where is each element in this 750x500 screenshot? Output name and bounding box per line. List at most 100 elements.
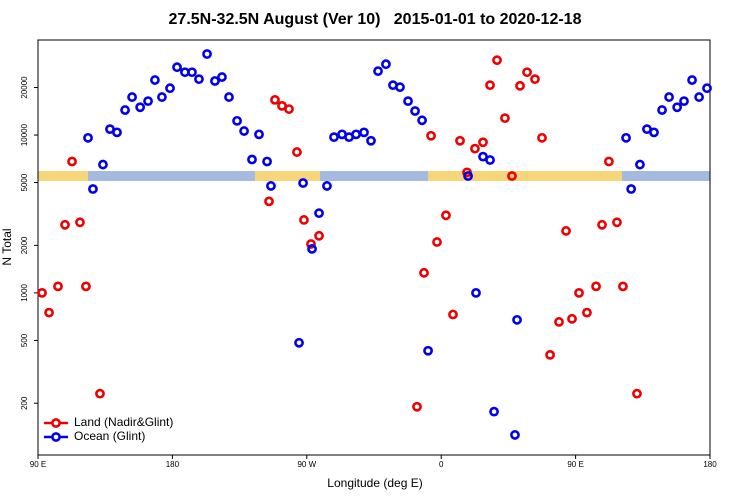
point — [664, 92, 674, 102]
point — [403, 96, 413, 107]
point — [478, 137, 488, 148]
point — [150, 75, 160, 85]
point — [455, 135, 465, 146]
point — [485, 80, 495, 91]
point — [604, 156, 614, 167]
point — [81, 281, 91, 292]
point — [554, 317, 564, 327]
point — [157, 92, 167, 102]
point — [510, 430, 520, 440]
point — [492, 55, 502, 66]
point — [635, 159, 645, 170]
series — [37, 55, 642, 412]
point — [471, 287, 481, 298]
x-tick-label: 90 E — [30, 460, 46, 469]
point — [135, 102, 146, 113]
point — [672, 102, 683, 113]
point — [410, 106, 420, 116]
point — [292, 147, 302, 157]
point — [582, 307, 592, 318]
point — [512, 314, 522, 325]
point — [284, 104, 294, 114]
land-strip — [428, 171, 622, 181]
point — [500, 113, 510, 124]
point — [597, 219, 607, 230]
point — [545, 349, 555, 360]
point — [626, 184, 637, 194]
y-tick-label: 200 — [20, 396, 29, 410]
surface-mask-strip — [38, 171, 710, 181]
point — [127, 92, 137, 102]
point — [373, 66, 383, 77]
point — [522, 67, 532, 78]
point — [314, 230, 324, 241]
point — [299, 215, 309, 225]
point — [306, 239, 316, 249]
point — [37, 287, 47, 298]
x-axis-label: Longitude (deg E) — [327, 476, 422, 490]
point — [381, 59, 391, 70]
ocean-strip — [320, 171, 428, 181]
point — [95, 388, 105, 399]
point — [679, 96, 689, 107]
x-tick-label: 180 — [703, 460, 717, 469]
plot-frame — [37, 39, 711, 456]
legend-marker — [51, 418, 61, 428]
x-tick-label: 0 — [439, 460, 444, 469]
point — [489, 406, 499, 417]
series — [83, 49, 712, 440]
point — [412, 401, 422, 412]
point — [448, 309, 458, 320]
land-strip — [255, 171, 320, 181]
point — [264, 196, 274, 207]
x-tick-label: 90 W — [297, 460, 316, 469]
point — [298, 178, 308, 188]
point — [395, 82, 405, 93]
point — [194, 74, 204, 85]
y-tick-label: 20000 — [20, 76, 29, 99]
x-tick-label: 180 — [166, 460, 180, 469]
point — [67, 156, 77, 167]
point — [657, 105, 667, 115]
point — [632, 388, 642, 399]
point — [432, 237, 442, 247]
point — [314, 208, 324, 219]
point — [210, 76, 220, 86]
legend-label: Ocean (Glint) — [74, 429, 145, 443]
point — [270, 94, 280, 105]
point — [618, 281, 628, 292]
point — [426, 130, 436, 141]
point — [53, 281, 63, 292]
point — [366, 135, 376, 146]
point — [567, 313, 577, 324]
point — [359, 127, 369, 138]
point — [621, 132, 631, 143]
legend-label: Land (Nadir&Glint) — [74, 415, 173, 429]
y-axis-label: N Total — [0, 228, 14, 265]
point — [165, 83, 175, 94]
point — [120, 105, 130, 115]
point — [75, 217, 85, 228]
point — [507, 171, 517, 181]
y-tick-label: 5000 — [20, 173, 29, 191]
point — [112, 127, 122, 138]
point — [322, 181, 332, 191]
point — [417, 115, 427, 126]
y-tick-label: 2000 — [20, 236, 29, 254]
point — [470, 143, 480, 154]
point — [687, 75, 697, 85]
point — [60, 219, 70, 230]
point — [172, 62, 182, 73]
land-strip — [38, 171, 88, 181]
x-tick-label: 90 E — [567, 460, 583, 469]
point — [530, 74, 540, 85]
point — [44, 307, 54, 318]
point — [649, 127, 659, 138]
point — [441, 210, 451, 221]
point — [463, 171, 473, 181]
point — [202, 49, 212, 59]
point — [266, 181, 276, 191]
point — [485, 155, 495, 165]
